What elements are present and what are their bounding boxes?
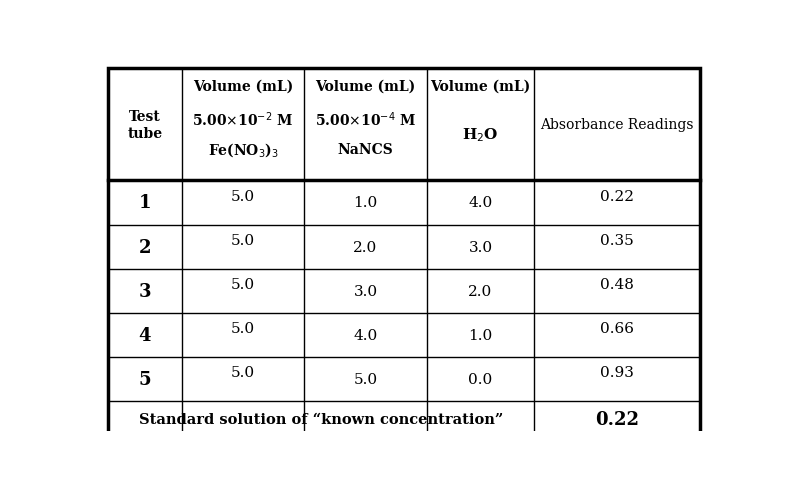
- Text: 5.0: 5.0: [231, 233, 255, 247]
- Text: 5.0: 5.0: [231, 277, 255, 291]
- Text: 1.0: 1.0: [468, 328, 493, 342]
- Text: 5.0: 5.0: [231, 189, 255, 203]
- Text: 5.0: 5.0: [231, 321, 255, 335]
- Text: Volume (mL): Volume (mL): [193, 79, 293, 93]
- Text: H$_2$O: H$_2$O: [462, 126, 498, 143]
- Text: 1.0: 1.0: [354, 196, 377, 210]
- Text: 5.00$\times$10$^{-4}$ M: 5.00$\times$10$^{-4}$ M: [315, 110, 416, 129]
- Text: 4: 4: [138, 326, 151, 344]
- Text: 2: 2: [138, 238, 151, 256]
- Text: 3: 3: [138, 282, 151, 300]
- Text: Test
tube: Test tube: [127, 110, 162, 140]
- Text: 5.0: 5.0: [354, 372, 377, 386]
- Text: Volume (mL): Volume (mL): [316, 79, 415, 93]
- Text: 3.0: 3.0: [468, 240, 493, 254]
- Text: 0.66: 0.66: [600, 321, 634, 335]
- Text: 4.0: 4.0: [354, 328, 377, 342]
- Text: 3.0: 3.0: [354, 284, 377, 298]
- Text: Volume (mL): Volume (mL): [430, 79, 531, 93]
- Text: 1: 1: [138, 194, 151, 212]
- Text: NaNCS: NaNCS: [338, 142, 393, 156]
- Text: 2.0: 2.0: [354, 240, 377, 254]
- Text: 0.22: 0.22: [600, 189, 634, 203]
- Text: 0.0: 0.0: [468, 372, 493, 386]
- Text: 0.35: 0.35: [600, 233, 634, 247]
- Text: Absorbance Readings: Absorbance Readings: [540, 118, 694, 132]
- Text: 0.22: 0.22: [595, 409, 639, 428]
- Text: 5: 5: [138, 370, 151, 388]
- Text: 0.48: 0.48: [600, 277, 634, 291]
- Text: 5.0: 5.0: [231, 365, 255, 379]
- Text: 5.00$\times$10$^{-2}$ M: 5.00$\times$10$^{-2}$ M: [192, 110, 293, 129]
- Text: 2.0: 2.0: [468, 284, 493, 298]
- Text: Standard solution of “known concentration”: Standard solution of “known concentratio…: [139, 412, 503, 425]
- Text: 4.0: 4.0: [468, 196, 493, 210]
- Text: 0.93: 0.93: [600, 365, 634, 379]
- Text: Fe(NO$_3$)$_3$: Fe(NO$_3$)$_3$: [207, 140, 278, 158]
